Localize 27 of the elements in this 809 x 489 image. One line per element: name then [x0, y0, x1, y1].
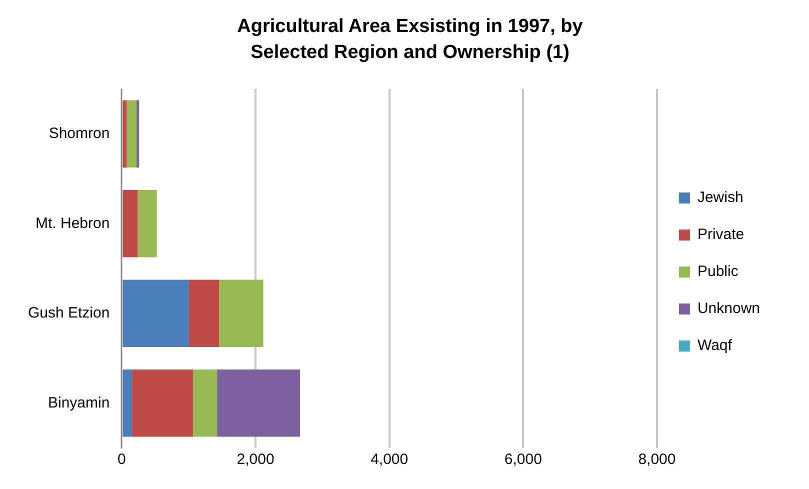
x-tick-label: 2,000 [236, 451, 274, 468]
legend-label: Private [697, 226, 744, 244]
bar [188, 280, 220, 348]
bar [122, 280, 189, 348]
x-tick-label: 0 [118, 451, 126, 468]
bar [136, 100, 140, 168]
bar [217, 369, 300, 437]
y-tick-label: Mt. Hebron [36, 214, 110, 232]
bar [126, 100, 136, 168]
bar [131, 369, 193, 437]
legend-label: Jewish [697, 189, 744, 206]
bar [192, 369, 218, 437]
y-tick-label: Gush Etzion [28, 304, 110, 322]
bar [122, 369, 132, 437]
x-tick-label: 6,000 [504, 451, 542, 468]
legend-label: Waqf [697, 337, 733, 354]
bar [138, 190, 157, 258]
y-tick-label: Shomron [48, 125, 110, 142]
bar [219, 280, 264, 348]
bar [122, 100, 127, 168]
y-tick-label: Binyamin [48, 394, 110, 412]
x-tick-label: 8,000 [638, 451, 676, 468]
legend-label: Public [697, 263, 739, 280]
bar [122, 190, 138, 258]
legend-label: Unknown [697, 300, 760, 318]
chart-title: Agricultural Area Exsisting in 1997, by Selected Region and Ownership (1) [236, 15, 584, 65]
x-tick-label: 4,000 [370, 451, 408, 468]
